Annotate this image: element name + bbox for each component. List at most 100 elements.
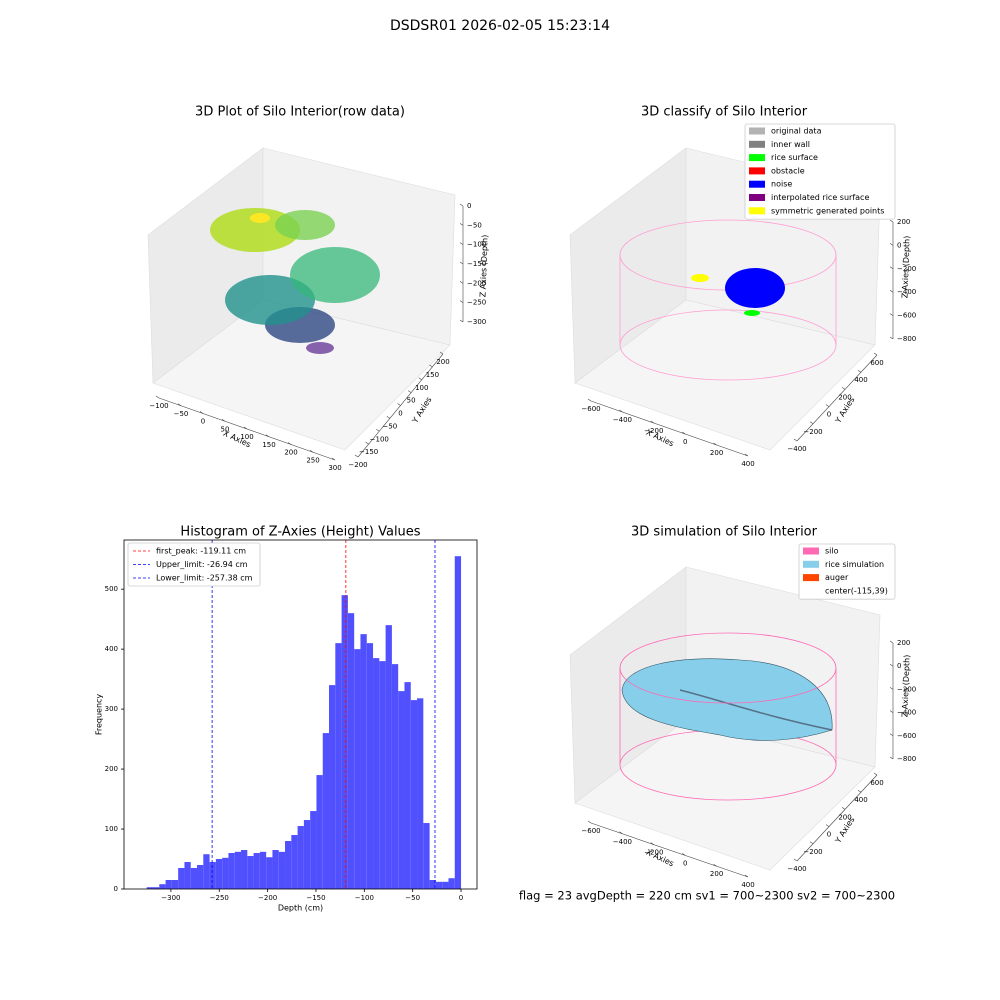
- y-tick-label: 100: [105, 825, 118, 833]
- x-tick-label: 200: [284, 449, 297, 457]
- panel-title: Histogram of Z-Axies (Height) Values: [180, 525, 420, 540]
- bar: [291, 835, 298, 889]
- legend-label: silo: [825, 547, 839, 556]
- z-axis-label: Z Axies (Depth): [900, 655, 911, 718]
- plots: 3D Plot of Silo Interior(row data) −100 −5…: [95, 105, 917, 913]
- x-tick: [650, 420, 654, 424]
- x-tick-label: 50: [221, 425, 230, 433]
- y-tick: [418, 377, 422, 380]
- legend-label: auger: [825, 573, 849, 582]
- bar: [266, 857, 273, 889]
- y-tick-label: −400: [787, 865, 806, 873]
- legend-label: obstacle: [771, 166, 805, 175]
- legend-label: symmetric generated points: [771, 206, 884, 215]
- bar: [316, 775, 323, 889]
- y-tick-label: −200: [803, 428, 822, 436]
- legend-swatch: [749, 167, 765, 175]
- z-tick-label: −200: [897, 265, 916, 273]
- z-tick: [459, 281, 464, 284]
- x-tick: [199, 411, 204, 414]
- bar: [247, 856, 254, 889]
- x-tick-label: −100: [355, 894, 374, 902]
- bar: [222, 857, 229, 889]
- y-tick: [825, 824, 830, 827]
- legend-swatch: [749, 154, 765, 162]
- x-tick-label: −200: [644, 849, 663, 857]
- x-tick-label: 0: [459, 894, 463, 902]
- x-tick: [587, 398, 592, 402]
- z-tick-label: 0: [897, 241, 901, 249]
- x-tick-label: −150: [306, 894, 325, 902]
- legend-swatch: [803, 547, 819, 555]
- y-tick-label: 50: [407, 397, 416, 405]
- bar: [146, 887, 154, 889]
- bar: [341, 595, 348, 889]
- y-tick: [873, 772, 878, 776]
- y-tick-label: −150: [359, 448, 378, 456]
- bar: [385, 625, 392, 889]
- y-tick: [809, 841, 814, 845]
- z-tick: [889, 733, 894, 737]
- axis-pane: [574, 299, 876, 451]
- axis-pane: [152, 299, 451, 451]
- y-tick: [793, 858, 798, 862]
- legend-box: [127, 542, 261, 587]
- z-tick-label: −150: [467, 260, 486, 268]
- bar: [272, 850, 279, 889]
- bar: [197, 865, 204, 889]
- bar: [310, 811, 317, 889]
- x-tick-label: 200: [710, 870, 723, 878]
- panel-title: 3D classify of Silo Interior: [641, 105, 808, 120]
- bar: [423, 823, 430, 889]
- z-tick: [889, 756, 894, 760]
- x-tick-label: 0: [683, 438, 687, 446]
- y-tick-label: 200: [436, 358, 449, 366]
- x-tick-label: −200: [258, 894, 277, 902]
- y-tick: [397, 403, 401, 406]
- bar: [165, 880, 172, 889]
- bar: [454, 556, 462, 889]
- x-axis-line: [590, 822, 749, 878]
- x-tick-label: −300: [161, 894, 180, 902]
- bar: [391, 664, 399, 889]
- x-tick-label: 400: [741, 881, 754, 889]
- y-tick: [793, 438, 798, 442]
- y-tick: [429, 364, 433, 368]
- x-tick-label: 150: [262, 441, 275, 449]
- bar: [354, 649, 361, 889]
- y-tick-label: −50: [382, 422, 397, 430]
- bar: [259, 851, 267, 889]
- panes: [147, 147, 881, 871]
- x-tick-label: −400: [613, 838, 632, 846]
- y-tick: [354, 454, 359, 458]
- y-tick-label: −400: [787, 445, 806, 453]
- z-tick: [889, 663, 894, 667]
- x-tick: [650, 842, 654, 845]
- x-tick: [682, 431, 686, 435]
- y-tick: [439, 351, 444, 355]
- z-tick-label: −50: [467, 221, 482, 229]
- bar: [442, 881, 449, 889]
- x-tick-label: 200: [710, 449, 723, 457]
- bar: [417, 698, 424, 889]
- legend-swatch: [749, 207, 765, 215]
- legend-label: rice simulation: [825, 560, 884, 569]
- z-tick: [889, 336, 894, 340]
- x-axis-line: [590, 400, 749, 457]
- x-tick-label: −50: [405, 894, 420, 902]
- x-tick: [713, 442, 717, 446]
- x-tick-label: −400: [613, 416, 632, 424]
- y-tick-label: 600: [870, 779, 883, 787]
- z-tick: [459, 223, 464, 226]
- bar: [410, 700, 418, 889]
- y-tick: [365, 441, 369, 445]
- x-tick: [744, 453, 749, 457]
- legend-swatch: [803, 574, 819, 582]
- y-axis-label: Frequency: [95, 694, 104, 736]
- classify-cloud: [619, 219, 837, 381]
- z-tick-label: 200: [897, 639, 910, 647]
- y-tick: [857, 369, 862, 373]
- z-tick: [459, 300, 464, 303]
- y-tick-label: −200: [803, 848, 822, 856]
- x-tick-label: −250: [210, 894, 229, 902]
